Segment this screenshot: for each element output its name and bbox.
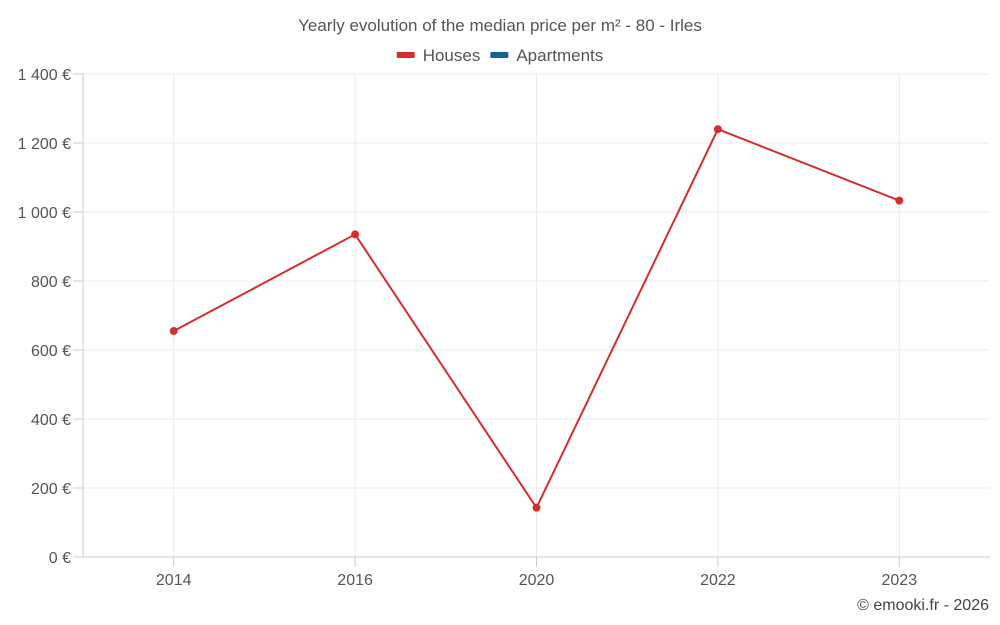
y-tick-label: 0 € <box>49 550 71 567</box>
legend: Houses Apartments <box>396 46 603 65</box>
y-tick-label: 1 200 € <box>18 136 71 153</box>
y-tick-label: 600 € <box>31 343 71 360</box>
y-tick-label: 400 € <box>31 412 71 429</box>
x-tick-label: 2020 <box>519 572 555 589</box>
y-tick-label: 1 000 € <box>18 205 71 222</box>
chart-title: Yearly evolution of the median price per… <box>298 16 702 35</box>
x-tick-label: 2016 <box>337 572 373 589</box>
legend-item-apartments[interactable]: Apartments <box>490 46 603 65</box>
x-tick-label: 2022 <box>700 572 736 589</box>
x-tick-label: 2014 <box>156 572 192 589</box>
y-tick-label: 1 400 € <box>18 67 71 84</box>
data-point-houses[interactable] <box>713 125 722 134</box>
data-point-houses[interactable] <box>169 327 178 336</box>
data-point-houses[interactable] <box>351 230 360 239</box>
legend-label: Apartments <box>516 46 603 65</box>
legend-swatch <box>490 52 509 58</box>
y-axis-labels: 0 € 200 € 400 € 600 € 800 € 1 000 € 1 200 € 1 4… <box>18 67 71 567</box>
legend-swatch <box>396 52 415 58</box>
y-tick-label: 200 € <box>31 481 71 498</box>
y-tick-label: 800 € <box>31 274 71 291</box>
data-point-houses[interactable] <box>895 196 904 205</box>
axes <box>82 74 990 558</box>
x-axis-labels: 2014 2016 2020 2022 2023 <box>156 572 917 589</box>
series-layer <box>169 125 904 512</box>
legend-item-houses[interactable]: Houses <box>396 46 481 65</box>
data-point-houses[interactable] <box>532 503 541 512</box>
gridlines <box>73 73 990 567</box>
credit-text: © emooki.fr - 2026 <box>857 597 989 614</box>
legend-label: Houses <box>423 46 481 65</box>
x-tick-label: 2023 <box>882 572 918 589</box>
